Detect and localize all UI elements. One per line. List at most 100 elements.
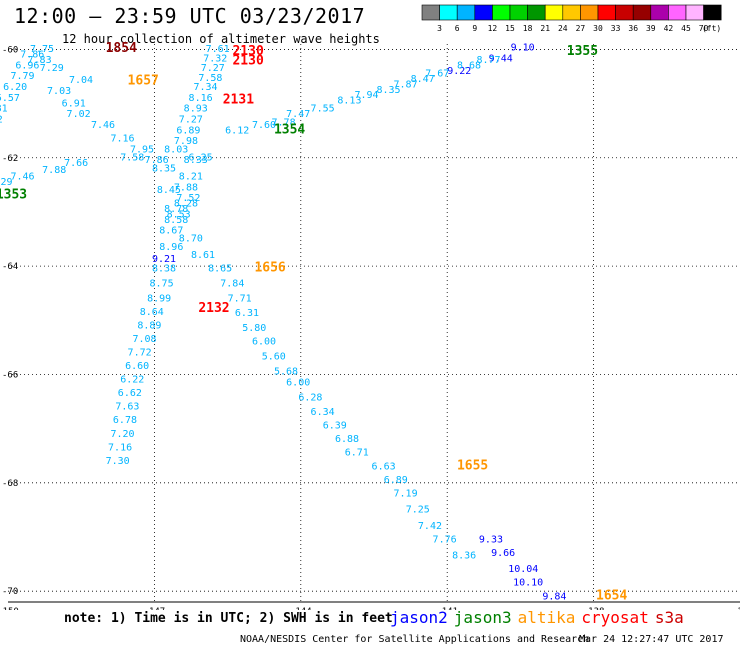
credit-text: NOAA/NESDIS Center for Satellite Applica…: [240, 634, 590, 645]
wave-height-value: 6.63: [372, 461, 396, 472]
wave-height-value: 8.45: [157, 185, 181, 196]
scale-label: 18: [523, 24, 533, 33]
wave-height-value: 7.58: [120, 152, 144, 163]
wave-height-value: 7.95: [130, 144, 154, 155]
y-tick-label: -64: [2, 262, 18, 272]
wave-height-value: 6.22: [120, 375, 144, 386]
wave-height-value: 7.79: [10, 71, 34, 82]
wave-height-value: 7.16: [110, 134, 134, 145]
wave-height-value: 6.89: [384, 475, 408, 486]
scale-label: 3: [437, 24, 442, 33]
wave-height-value: 6.60: [125, 361, 149, 372]
wave-height-value: 9.33: [479, 534, 503, 545]
x-tick-label: -13: [732, 607, 740, 610]
wave-height-value: 7.61: [206, 44, 230, 55]
wave-height-value: 6.31: [235, 308, 259, 319]
time-label: 2131: [223, 93, 254, 108]
color-scale-bar: 3 6 9 12 15 18 21 24 27 30 33 36 39 42 45 70(ft): [421, 4, 722, 33]
note-text: note: 1) Time is in UTC; 2) SWH is in fe…: [64, 611, 393, 626]
scale-label: 27: [576, 24, 586, 33]
wave-height-value: 7.03: [47, 86, 71, 97]
generated-timestamp: Mar 24 12:27:47 UTC 2017: [579, 634, 724, 645]
scale-label: 9: [472, 24, 477, 33]
wave-height-value: 7.20: [110, 429, 134, 440]
legend-altika: altika: [517, 608, 576, 627]
wave-height-value: 8.12: [0, 115, 3, 126]
legend-cryosat: cryosat: [581, 608, 649, 627]
time-label: 2132: [198, 301, 229, 316]
wave-height-value: 7.94: [354, 90, 378, 101]
wave-height-value: 6.25: [189, 152, 213, 163]
x-tick-label: -150: [0, 607, 19, 610]
wave-height-value: 7.34: [193, 82, 217, 93]
wave-height-value: 8.13: [337, 96, 361, 107]
wave-height-value: 6.00: [286, 377, 310, 388]
x-tick-label: -138: [583, 607, 605, 610]
wave-height-value: 6.00: [252, 337, 276, 348]
wave-height-value: 6.62: [118, 388, 142, 399]
wave-height-value: 7.60: [252, 120, 276, 131]
wave-height-value: 7.29: [40, 63, 64, 74]
wave-height-value: 8.28: [174, 199, 198, 210]
wave-height-value: 7.46: [10, 171, 34, 182]
wave-height-value: 7.71: [228, 293, 252, 304]
wave-height-value: 8.58: [164, 215, 188, 226]
scale-label: 39: [646, 24, 656, 33]
wave-height-value: 7.86: [145, 155, 169, 166]
wave-height-value: 7.66: [64, 158, 88, 169]
wave-height-value: 7.67: [425, 69, 449, 80]
wave-height-value: 9.22: [447, 66, 471, 77]
wave-height-value: 6.12: [225, 125, 249, 136]
wave-height-value: 6.20: [3, 82, 27, 93]
x-tick-label: -141: [436, 607, 458, 610]
wave-height-value: 7.52: [176, 193, 200, 204]
scale-label: 70: [699, 24, 709, 33]
wave-height-value: 7.84: [220, 279, 244, 290]
scale-label: 21: [540, 24, 550, 33]
wave-height-value: 8.35: [152, 163, 176, 174]
wave-height-value: 7.87: [394, 79, 418, 90]
wave-height-value: 8.38: [152, 264, 176, 275]
wave-height-value: 7.08: [132, 334, 156, 345]
wave-height-value: 10.10: [513, 578, 543, 589]
wave-height-value: 7.04: [69, 75, 93, 86]
x-tick-label: -144: [290, 607, 312, 610]
wave-height-value: 8.03: [164, 144, 188, 155]
y-tick-label: -66: [2, 370, 18, 380]
wave-height-value: 7.30: [106, 456, 130, 467]
time-label: 1353: [0, 187, 27, 202]
scale-label: 30: [593, 24, 603, 33]
wave-height-value: 7.47: [286, 109, 310, 120]
wave-height-value: 9.21: [152, 254, 176, 265]
legend-jason2: jason2: [390, 608, 448, 627]
wave-height-value: 8.99: [147, 293, 171, 304]
wave-height-value: 7.86: [20, 50, 44, 61]
scale-swatch: [703, 4, 722, 21]
wave-height-value: 6.28: [298, 392, 322, 403]
wave-height-value: 8.78: [164, 204, 188, 215]
wave-height-value: 6.91: [62, 98, 86, 109]
wave-height-value: 7.27: [201, 63, 225, 74]
satellite-legend: jason2 jason3 altika cryosat s3a: [390, 608, 690, 627]
wave-height-value: 9.44: [489, 53, 513, 64]
time-label: 1354: [274, 122, 305, 137]
wave-height-value: 7.72: [128, 348, 152, 359]
wave-height-value: 5.60: [262, 351, 286, 362]
wave-height-value: 7.63: [115, 402, 139, 413]
wave-height-value: 8.47: [411, 74, 435, 85]
wave-height-value: 7.83: [28, 55, 52, 66]
time-label: 1656: [254, 261, 285, 276]
time-label: 2130: [232, 44, 263, 59]
wave-height-value: 5.81: [0, 104, 8, 115]
wave-height-value: 7.42: [418, 521, 442, 532]
time-label: 1657: [128, 74, 159, 89]
wave-height-value: 7.88: [42, 165, 66, 176]
wave-height-value: 6.88: [335, 434, 359, 445]
wave-height-value: 5.80: [242, 323, 266, 334]
wave-height-value: 8.29: [0, 177, 13, 188]
wave-height-value: 8.21: [179, 171, 203, 182]
wave-height-value: 8.96: [159, 242, 183, 253]
scale-label: 36: [628, 24, 638, 33]
wave-height-value: 6.39: [323, 421, 347, 432]
wave-height-value: 8.64: [140, 307, 164, 318]
